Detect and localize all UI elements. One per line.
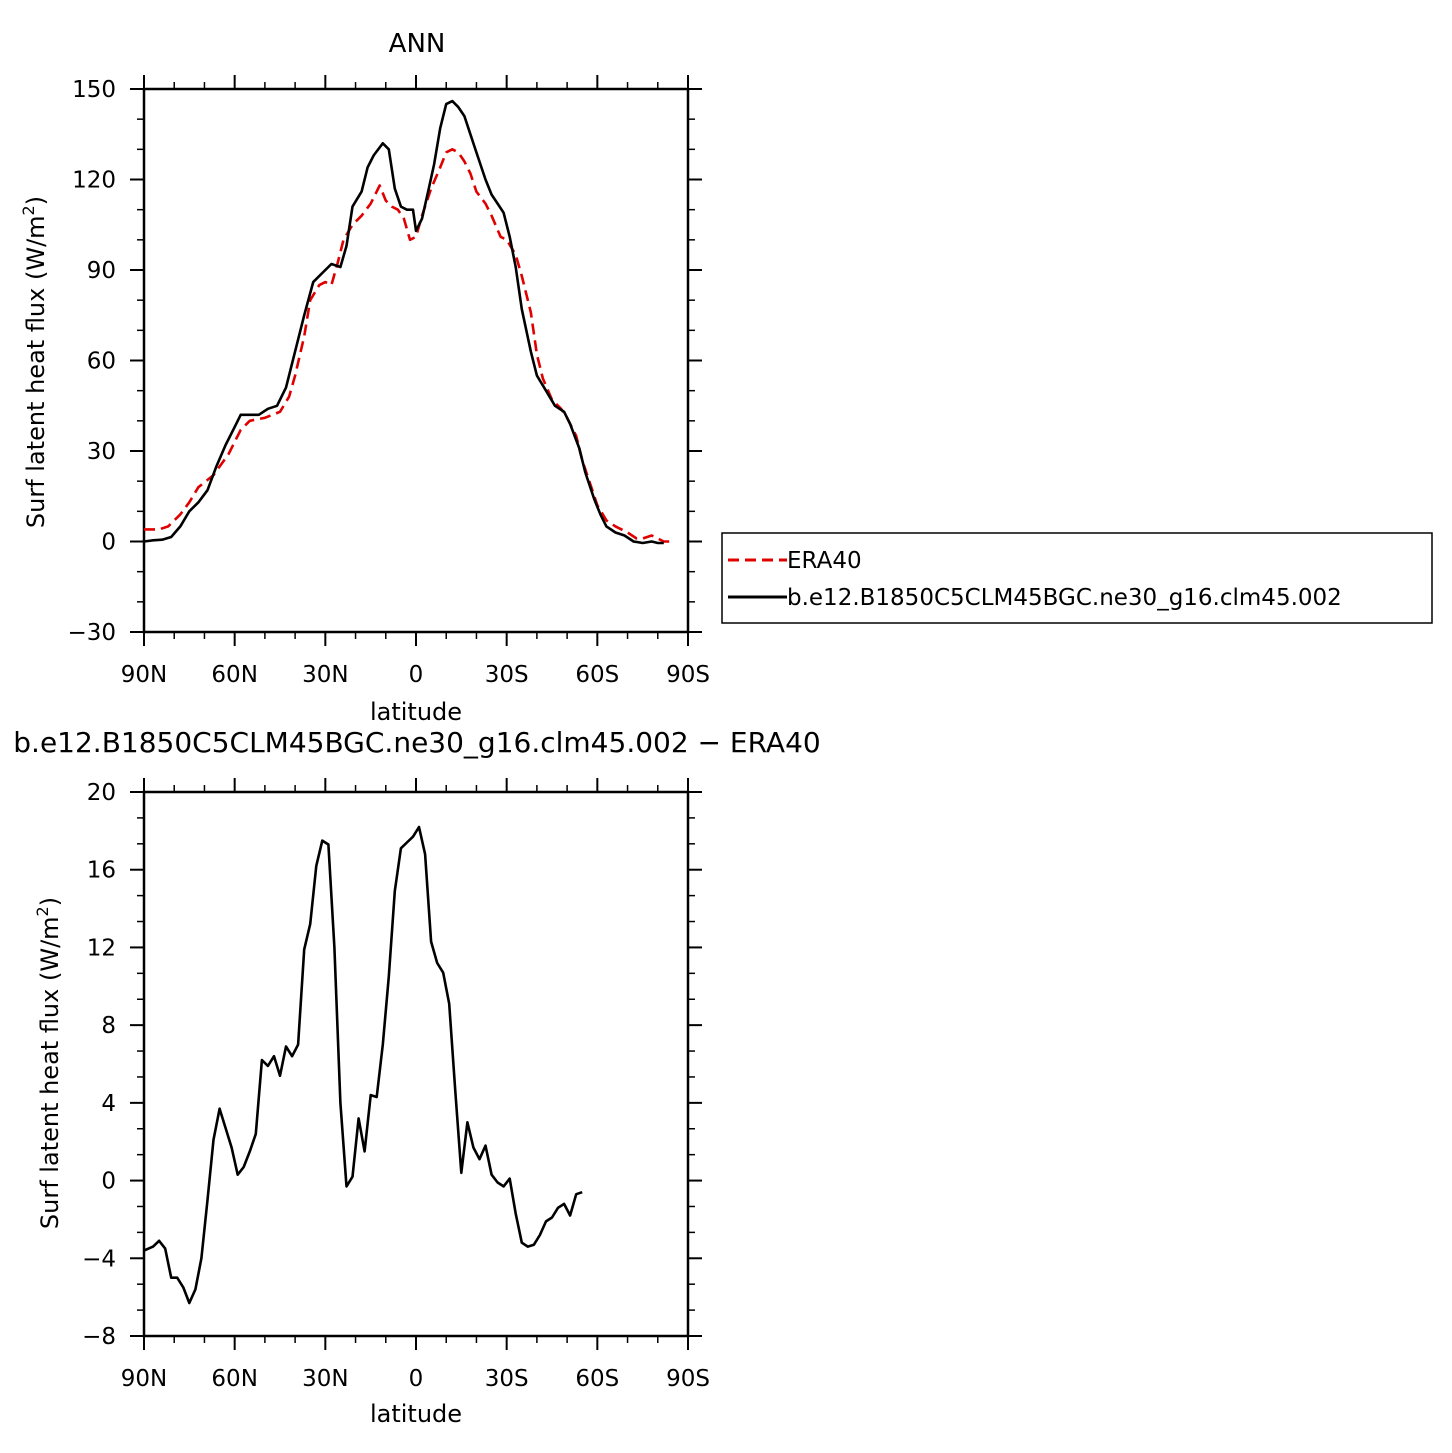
x-tick-label: 60N <box>211 1366 257 1392</box>
y-tick-label: 8 <box>101 1013 116 1039</box>
x-tick-label: 30N <box>302 1366 348 1392</box>
x-tick-label: 0 <box>409 662 424 688</box>
top-chart: ANN Surf latent heat flux (W/m2) latitud… <box>19 29 1433 726</box>
y-tick-label: 150 <box>72 77 116 103</box>
y-axis-label-close: ) <box>22 196 50 205</box>
legend-label-era40: ERA40 <box>787 548 862 574</box>
plot-area: −30 0 30 60 90 120 150 90N 60N 30N 0 30S 60S 90S <box>67 75 710 688</box>
series-line-0 <box>144 148 670 543</box>
y-tick-label: 12 <box>87 935 116 961</box>
x-tick-label: 90S <box>666 1366 710 1392</box>
svg-text:Surf latent heat flux (W/m2): Surf latent heat flux (W/m2) <box>33 897 64 1229</box>
y-tick-label: 0 <box>101 1169 116 1195</box>
y-tick-label: 0 <box>101 530 116 556</box>
y-tick-label: 16 <box>87 858 116 884</box>
x-tick-label: 60S <box>575 662 619 688</box>
y-axis-label-superscript: 2 <box>19 205 38 215</box>
x-tick-label: 60S <box>575 1366 619 1392</box>
legend-box <box>721 532 1433 624</box>
series-line-1 <box>144 99 664 545</box>
x-tick-label: 30S <box>485 1366 529 1392</box>
x-tick-label: 90N <box>121 1366 167 1392</box>
series-line-0 <box>144 825 583 1305</box>
y-tick-label: 60 <box>87 349 116 375</box>
y-tick-label: 90 <box>87 258 116 284</box>
y-tick-label: −4 <box>82 1246 116 1272</box>
y-tick-label: 30 <box>87 439 116 465</box>
y-axis-label: Surf latent heat flux (W/m2) <box>19 196 50 528</box>
x-tick-label: 0 <box>409 1366 424 1392</box>
x-axis-label: latitude <box>370 1400 462 1428</box>
legend-label-model: b.e12.B1850C5CLM45BGC.ne30_g16.clm45.002 <box>787 585 1342 611</box>
y-axis-label-superscript: 2 <box>33 906 52 916</box>
y-axis-label-text: Surf latent heat flux (W/m <box>36 916 64 1229</box>
chart-title: ANN <box>389 29 446 59</box>
bottom-chart: b.e12.B1850C5CLM45BGC.ne30_g16.clm45.002… <box>13 726 820 1428</box>
plot-area: −8 −4 0 4 8 12 16 20 90N 60N 30N 0 30S 60S 90S <box>82 778 710 1392</box>
legend: ERA40 b.e12.B1850C5CLM45BGC.ne30_g16.clm… <box>721 532 1433 624</box>
x-tick-label: 90S <box>666 662 710 688</box>
y-axis-label-close: ) <box>36 897 64 906</box>
y-tick-label: −30 <box>67 620 116 646</box>
plot-frame <box>142 87 690 634</box>
y-tick-label: −8 <box>82 1324 116 1350</box>
y-axis-label-text: Surf latent heat flux (W/m <box>22 215 50 528</box>
x-tick-label: 30S <box>485 662 529 688</box>
y-tick-label: 4 <box>101 1091 116 1117</box>
y-tick-label: 120 <box>72 168 116 194</box>
chart-title: b.e12.B1850C5CLM45BGC.ne30_g16.clm45.002… <box>13 726 820 759</box>
y-tick-label: 20 <box>87 780 116 806</box>
x-tick-label: 90N <box>121 662 167 688</box>
svg-text:Surf latent heat flux (W/m2): Surf latent heat flux (W/m2) <box>19 196 50 528</box>
y-axis-label: Surf latent heat flux (W/m2) <box>33 897 64 1229</box>
x-tick-label: 60N <box>211 662 257 688</box>
plot-frame <box>142 790 690 1338</box>
x-axis-label: latitude <box>370 698 462 726</box>
x-tick-label: 30N <box>302 662 348 688</box>
